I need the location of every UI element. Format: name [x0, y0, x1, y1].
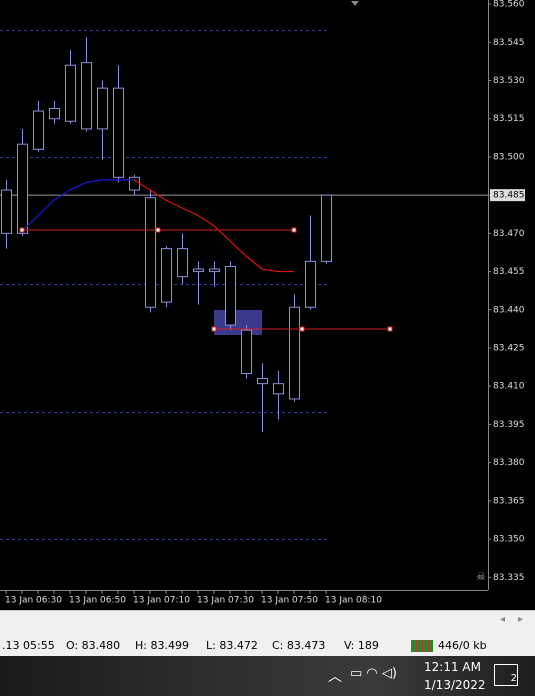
y-tick-label: 83.560	[493, 0, 525, 10]
clock-date: 1/13/2022	[424, 678, 486, 692]
moving-average	[133, 179, 294, 273]
y-tick-label: 83.455	[493, 267, 525, 277]
taskbar: ︿ ▭ ◠ ◁) 12:11 AM 1/13/2022 2	[0, 656, 535, 696]
shift-marker	[351, 1, 359, 6]
scrollbar[interactable]: ◂ ▸	[0, 610, 535, 633]
x-tick-label: 13 Jan 07:30	[197, 596, 254, 606]
background	[0, 0, 535, 610]
bull-body	[17, 143, 28, 234]
y-tick-label: 83.395	[493, 420, 525, 430]
bull-body	[97, 87, 108, 130]
status-volume: V: 189	[344, 639, 379, 652]
bear-body	[241, 329, 252, 374]
moving-average	[21, 179, 134, 232]
bear-body	[81, 62, 92, 130]
bear-body	[193, 268, 204, 273]
rectangle-object	[214, 310, 262, 335]
chart: ☠ 83.560 83.545 83.530 83.515 83.500 83.485 83…	[0, 0, 535, 610]
x-tick-label: 13 Jan 07:10	[133, 596, 190, 606]
y-tick-label: 83.380	[493, 458, 525, 468]
bull-body	[321, 194, 332, 262]
clock-time: 12:11 AM	[424, 660, 481, 674]
x-tick-label: 13 Jan 07:50	[261, 596, 318, 606]
bear-body	[129, 176, 140, 191]
x-tick-label: 13 Jan 06:30	[5, 596, 62, 606]
bear-body	[225, 265, 236, 326]
bear-body	[113, 87, 124, 178]
y-tick-label: 83.530	[493, 76, 525, 86]
status-open: O: 83.480	[66, 639, 121, 652]
bear-body	[257, 378, 268, 385]
status-close: C: 83.473	[272, 639, 326, 652]
bear-body	[145, 197, 156, 308]
anchors	[19, 227, 393, 332]
y-tick-label: 83.485	[493, 191, 525, 201]
y-tick-label: 83.545	[493, 38, 525, 48]
status-traffic: 446/0 kb	[438, 639, 487, 652]
bull-body	[161, 248, 172, 303]
traffic-icon	[411, 640, 433, 652]
bull-body	[273, 383, 284, 395]
y-tick-label: 83.515	[493, 114, 525, 124]
y-tick-label: 83.470	[493, 229, 525, 239]
y-tick-label: 83.425	[493, 343, 525, 353]
bear-body	[1, 189, 12, 234]
y-tick-label: 83.440	[493, 305, 525, 315]
bull-body	[305, 260, 316, 308]
y-tick-label: 83.500	[493, 152, 525, 162]
bull-body	[65, 64, 76, 122]
x-tick-label: 13 Jan 06:50	[69, 596, 126, 606]
bull-body	[289, 306, 300, 400]
icon: ☠	[476, 570, 486, 583]
status-low: L: 83.472	[206, 639, 258, 652]
status-time: .13 05:55	[2, 639, 55, 652]
y-tick-label: 83.410	[493, 382, 525, 392]
y-tick-label: 83.365	[493, 496, 525, 506]
bull-body	[33, 110, 44, 150]
x-tick-label: 13 Jan 08:10	[325, 596, 382, 606]
bull-body	[49, 108, 60, 120]
y-tick-label: 83.335	[493, 573, 525, 583]
y-tick-label: 83.350	[493, 535, 525, 545]
status-high: H: 83.499	[135, 639, 189, 652]
bull-body	[209, 268, 220, 273]
bear-body	[177, 248, 188, 278]
notification-badge[interactable]: 2	[494, 664, 518, 686]
price-highlight	[490, 189, 525, 202]
